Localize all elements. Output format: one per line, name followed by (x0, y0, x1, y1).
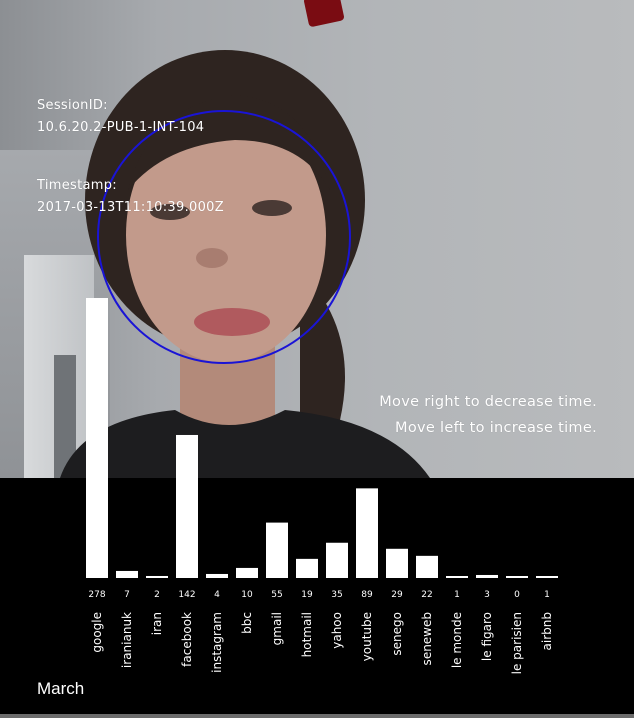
category-label-google: google (90, 612, 104, 653)
category-label-instagram: instagram (210, 612, 224, 673)
bar-seneweb (416, 555, 438, 578)
category-label-youtube: youtube (360, 612, 374, 661)
value-label-le-parisien: 0 (514, 590, 520, 600)
category-labels-group: google iranianuk iran facebook instagram bbc g… (90, 612, 554, 674)
category-label-yahoo: yahoo (330, 612, 344, 649)
value-label-iranianuk: 7 (124, 590, 130, 600)
timestamp-label: Timestamp: (37, 178, 117, 193)
value-label-senego: 29 (391, 590, 403, 600)
value-label-seneweb: 22 (421, 590, 432, 600)
bar-iranianuk (116, 570, 138, 578)
category-label-bbc: bbc (240, 612, 254, 634)
category-label-le-parisien: le parisien (510, 612, 524, 674)
category-label-facebook: facebook (180, 612, 194, 667)
category-label-gmail: gmail (270, 612, 284, 645)
bar-hotmail (296, 558, 318, 578)
bar-airbnb (536, 576, 558, 578)
category-label-senego: senego (390, 612, 404, 656)
bar-yahoo (326, 542, 348, 578)
value-label-gmail: 55 (271, 590, 282, 600)
value-label-facebook: 142 (178, 590, 195, 600)
category-label-le-figaro: le figaro (480, 612, 494, 661)
value-label-youtube: 89 (361, 590, 373, 600)
value-label-le-monde: 1 (454, 590, 460, 600)
category-label-airbnb: airbnb (540, 612, 554, 650)
session-id-value: 10.6.20.2-PUB-1-INT-104 (37, 120, 205, 135)
bottom-divider (0, 714, 634, 718)
bar-instagram (206, 573, 228, 578)
bar-google (86, 298, 108, 578)
value-label-yahoo: 35 (331, 590, 342, 600)
bar-facebook (176, 434, 198, 578)
background-door-window (54, 355, 76, 478)
bar-gmail (266, 522, 288, 578)
value-label-bbc: 10 (241, 590, 253, 600)
bar-bbc (236, 567, 258, 578)
face-tracking-circle (97, 110, 351, 364)
value-label-airbnb: 1 (544, 590, 550, 600)
category-label-iranianuk: iranianuk (120, 612, 134, 668)
bar-le-monde (446, 576, 468, 578)
bar-iran (146, 575, 168, 578)
value-label-hotmail: 19 (301, 590, 313, 600)
category-label-iran: iran (150, 612, 164, 635)
bar-le-parisien (506, 576, 528, 578)
value-label-google: 278 (88, 590, 105, 600)
timestamp-value: 2017-03-13T11:10:39.000Z (37, 200, 224, 215)
value-label-iran: 2 (154, 590, 160, 600)
bar-youtube (356, 488, 378, 578)
bar-le-figaro (476, 574, 498, 578)
session-id-label: SessionID: (37, 98, 108, 113)
bars-group (86, 298, 558, 578)
hint-move-right: Move right to decrease time. (379, 394, 597, 410)
value-label-le-figaro: 3 (484, 590, 490, 600)
month-label: March (37, 679, 85, 698)
category-label-seneweb: seneweb (420, 612, 434, 665)
hint-move-left: Move left to increase time. (395, 420, 597, 436)
category-label-hotmail: hotmail (300, 612, 314, 657)
bar-senego (386, 548, 408, 578)
value-label-instagram: 4 (214, 590, 220, 600)
value-labels-group: 278 7 2 142 4 10 55 19 35 89 29 22 1 3 0 1 (88, 590, 549, 600)
category-label-le-monde: le monde (450, 612, 464, 668)
